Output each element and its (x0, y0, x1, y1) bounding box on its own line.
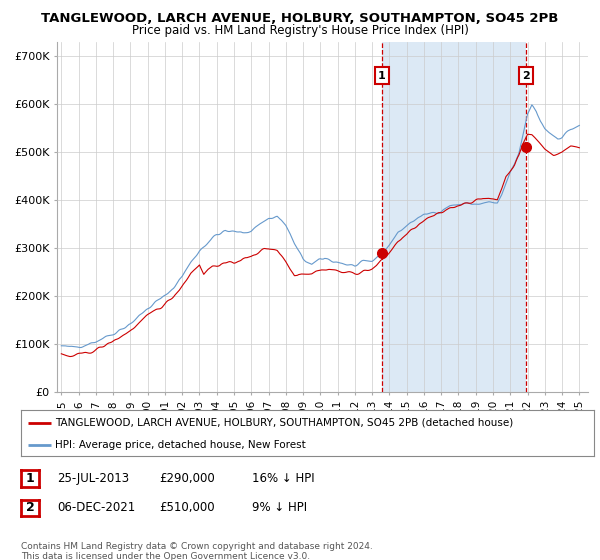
Text: TANGLEWOOD, LARCH AVENUE, HOLBURY, SOUTHAMPTON, SO45 2PB: TANGLEWOOD, LARCH AVENUE, HOLBURY, SOUTH… (41, 12, 559, 25)
Text: 1: 1 (26, 472, 34, 486)
Bar (382, 42, 526, 392)
Text: 1: 1 (378, 71, 386, 81)
Text: 2: 2 (523, 71, 530, 81)
Text: 2: 2 (26, 501, 34, 515)
Text: £290,000: £290,000 (159, 472, 215, 486)
Text: 9% ↓ HPI: 9% ↓ HPI (252, 501, 307, 515)
Text: 25-JUL-2013: 25-JUL-2013 (57, 472, 129, 486)
Text: TANGLEWOOD, LARCH AVENUE, HOLBURY, SOUTHAMPTON, SO45 2PB (detached house): TANGLEWOOD, LARCH AVENUE, HOLBURY, SOUTH… (55, 418, 514, 428)
Text: £510,000: £510,000 (159, 501, 215, 515)
Text: 16% ↓ HPI: 16% ↓ HPI (252, 472, 314, 486)
Text: Price paid vs. HM Land Registry's House Price Index (HPI): Price paid vs. HM Land Registry's House … (131, 24, 469, 36)
Text: 06-DEC-2021: 06-DEC-2021 (57, 501, 135, 515)
Text: HPI: Average price, detached house, New Forest: HPI: Average price, detached house, New … (55, 440, 306, 450)
Text: Contains HM Land Registry data © Crown copyright and database right 2024.
This d: Contains HM Land Registry data © Crown c… (21, 542, 373, 560)
